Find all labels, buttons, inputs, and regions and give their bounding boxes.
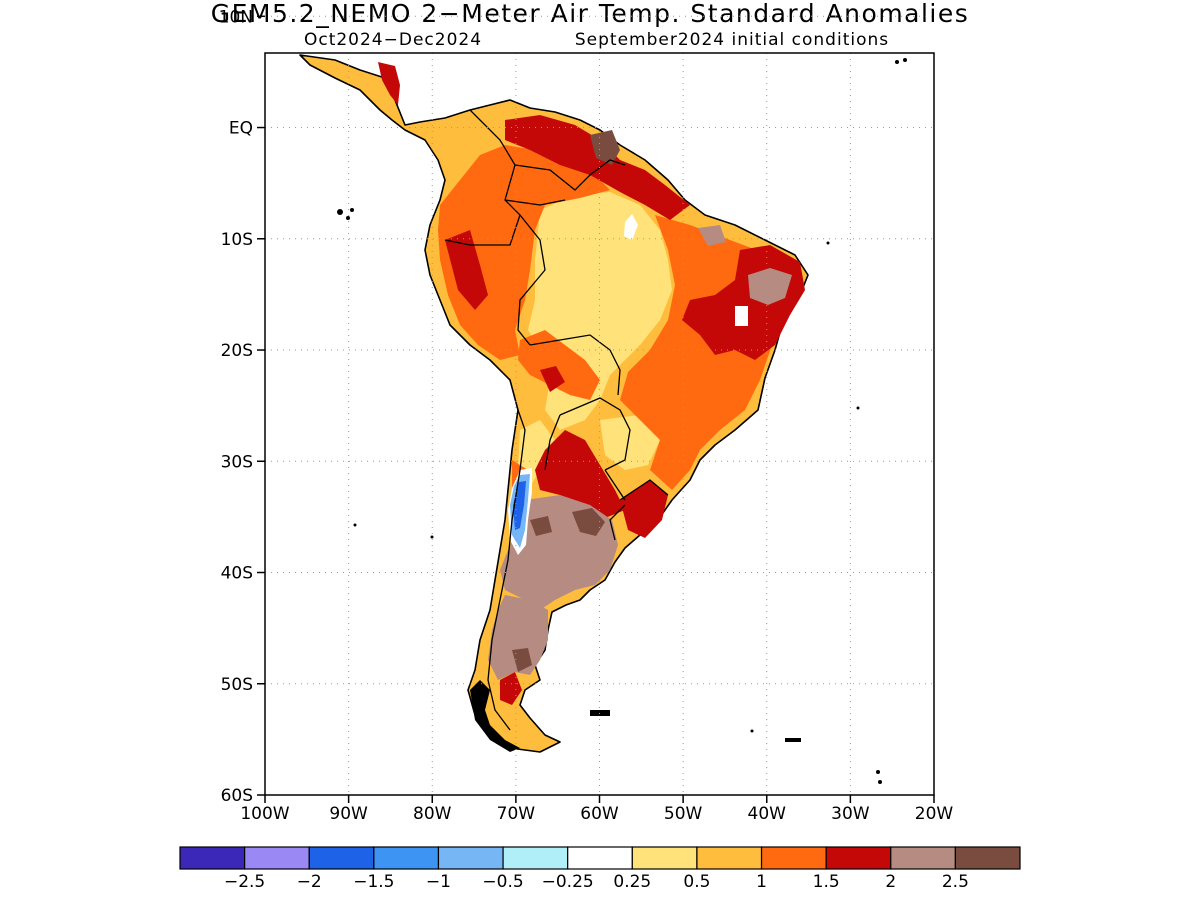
x-tick-label: 90W [329, 804, 368, 824]
y-tick-label: 30S [221, 452, 253, 472]
y-axis: 10N EQ 10S 20S 30S 40S 50S 60S [219, 7, 265, 806]
colorbar-swatch [502, 846, 569, 870]
colorbar-label: −2.5 [224, 872, 265, 892]
y-tick-label: 10S [221, 230, 253, 250]
anomaly-region-ne-brazil-brown [748, 268, 792, 305]
colorbar-label: 0.5 [683, 872, 710, 892]
x-tick-label: 20W [915, 804, 954, 824]
chart-title: GEM5.2_NEMO 2−Meter Air Temp. Standard A… [211, 0, 970, 28]
x-axis: 100W 90W 80W 70W 60W 50W 40W 30W 20W [240, 795, 953, 824]
colorbar-label: −0.25 [542, 872, 594, 892]
colorbar-label: −0.5 [482, 872, 523, 892]
colorbar-swatch [631, 846, 698, 870]
anomaly-region-guiana-brown [590, 130, 620, 165]
anomaly-region-argentina-red [535, 430, 625, 520]
anomaly-region-paraguay-red [540, 366, 565, 392]
colorbar-label: −2 [297, 872, 322, 892]
y-tick-label: 20S [221, 341, 253, 361]
y-tick-label: EQ [229, 119, 253, 139]
y-tick-label: 60S [221, 786, 253, 806]
colorbar-label: −1 [426, 872, 451, 892]
x-tick-label: 50W [664, 804, 703, 824]
colorbar-swatch [696, 846, 763, 870]
anomaly-region-patagonia-red [500, 672, 522, 705]
x-tick-label: 80W [413, 804, 452, 824]
anomaly-region-bolivia-orange [518, 330, 600, 400]
anomaly-region-dark-brown-2 [512, 648, 532, 672]
anomaly-region-paraguay-pale [600, 415, 660, 470]
anomaly-region-amapa-brown [698, 225, 726, 246]
anomaly-region-white-square [735, 306, 748, 326]
x-tick-label: 70W [497, 804, 536, 824]
map-area [299, 54, 907, 784]
colorbar-swatch [244, 846, 310, 870]
colorbar-swatch [437, 846, 504, 870]
anomaly-region-uruguay-red [620, 480, 668, 538]
colorbar-swatch [179, 846, 246, 870]
colorbar-swatch [567, 846, 633, 870]
y-tick-label: 10N [219, 7, 253, 27]
colorbar-swatch [890, 846, 956, 870]
country-borders [444, 109, 669, 731]
anomaly-region-dark-brown-3 [530, 516, 552, 536]
y-tick-label: 50S [221, 675, 253, 695]
colorbar-swatch [954, 846, 1021, 870]
colorbar-swatch [308, 846, 375, 870]
chart-subtitle-init: September2024 initial conditions [575, 30, 889, 50]
x-tick-label: 60W [580, 804, 619, 824]
map-gridlines [265, 15, 934, 795]
anomaly-region-dark-brown-1 [572, 508, 605, 536]
y-tick-label: 40S [221, 564, 253, 584]
chart-subtitle-period: Oct2024−Dec2024 [304, 30, 482, 50]
x-tick-label: 100W [240, 804, 289, 824]
colorbar-label: 1 [756, 872, 767, 892]
colorbar-swatch [825, 846, 892, 870]
colorbar-swatch [760, 846, 827, 870]
anomaly-region-peru-red [445, 230, 488, 310]
colorbar-label: 2 [885, 872, 896, 892]
colorbar-label: 0.25 [613, 872, 651, 892]
x-tick-label: 40W [748, 804, 787, 824]
colorbar-legend: −2.5 −2 −1.5 −1 −0.5 −0.25 0.25 0.5 1 1.5 2 2.5 [179, 846, 1021, 892]
colorbar-label: −1.5 [353, 872, 394, 892]
colorbar-label: 1.5 [813, 872, 840, 892]
anomaly-region-northern-orange [438, 145, 610, 360]
colorbar-swatch [373, 846, 440, 870]
x-tick-label: 30W [831, 804, 870, 824]
anomaly-region-patagonia-brown [488, 595, 548, 680]
colorbar-label: 2.5 [942, 872, 969, 892]
anomaly-region-north-coast-red [505, 115, 690, 220]
anomaly-region-central-america-red [378, 62, 400, 105]
anomaly-region-white-patch [624, 214, 638, 240]
